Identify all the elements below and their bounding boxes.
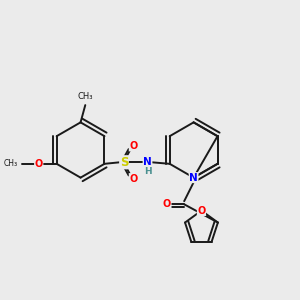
Text: O: O <box>163 199 171 209</box>
Text: CH₃: CH₃ <box>77 92 93 101</box>
Text: H: H <box>144 167 151 176</box>
Text: O: O <box>34 159 43 169</box>
Text: N: N <box>189 172 198 183</box>
Text: O: O <box>129 141 137 151</box>
Text: N: N <box>143 157 152 167</box>
Text: S: S <box>120 156 128 169</box>
Text: O: O <box>129 174 137 184</box>
Text: CH₃: CH₃ <box>3 159 17 168</box>
Text: O: O <box>197 206 206 216</box>
